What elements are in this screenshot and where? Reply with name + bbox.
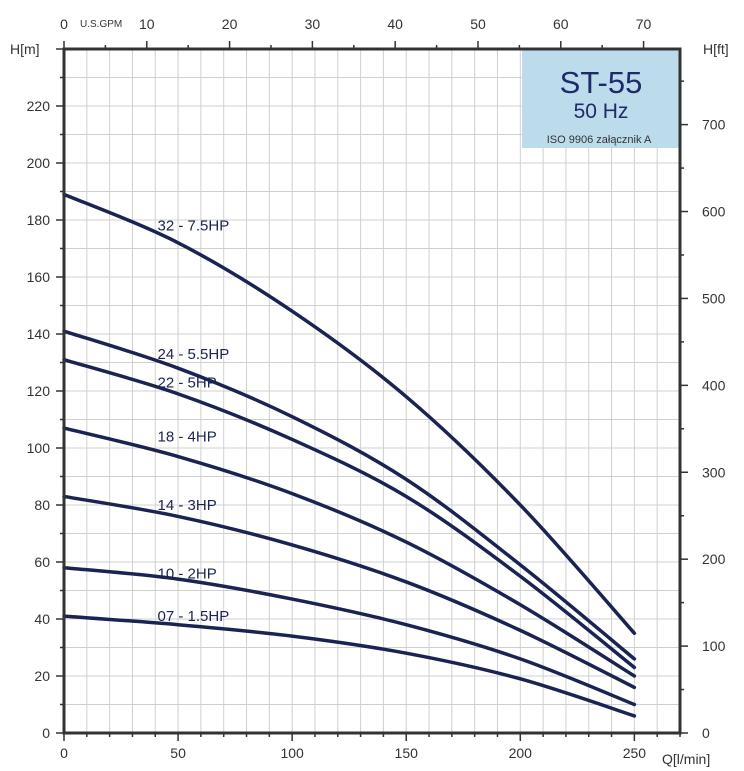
curve-32-7-5hp xyxy=(62,192,637,635)
y-left-tick-label: 0 xyxy=(42,725,50,741)
curve-18-4hp xyxy=(62,426,637,678)
curve-22-5hp xyxy=(62,357,637,670)
curve-label: 07 - 1.5HP xyxy=(158,608,230,625)
chart-title: ST-55 xyxy=(560,65,643,100)
y-left-tick-label: 200 xyxy=(27,155,51,171)
curve-label: 10 - 2HP xyxy=(158,565,217,582)
y-right-tick-label: 500 xyxy=(702,290,726,306)
x-top-tick-label: 20 xyxy=(222,16,238,32)
x-top-tick-label: 70 xyxy=(636,16,652,32)
y-left-tick-label: 120 xyxy=(27,383,51,399)
y-right-tick-label: 200 xyxy=(702,551,726,567)
y-left-tick-label: 20 xyxy=(34,668,50,684)
x-top-axis-label: U.S.GPM xyxy=(80,19,122,30)
curve-label: 24 - 5.5HP xyxy=(158,346,230,363)
y-left-tick-label: 180 xyxy=(27,212,51,228)
y-right-tick-label: 0 xyxy=(702,725,710,741)
chart-note: ISO 9906 załącznik A xyxy=(547,134,652,146)
y-left-tick-label: 160 xyxy=(27,269,51,285)
y-right-tick-label: 100 xyxy=(702,638,726,654)
curve-label: 32 - 7.5HP xyxy=(158,218,230,235)
x-top-tick-label: 30 xyxy=(305,16,321,32)
x-bottom-tick-label: 200 xyxy=(509,745,533,761)
curve-10-2hp xyxy=(62,565,637,707)
y-right-tick-label: 600 xyxy=(702,204,726,220)
chart-subtitle: 50 Hz xyxy=(574,100,629,123)
x-top-tick-label: 50 xyxy=(470,16,486,32)
y-left-tick-label: 100 xyxy=(27,440,51,456)
title-badge-background xyxy=(522,50,680,148)
curve-24-5-5hp xyxy=(62,329,637,661)
y-right-tick-label: 400 xyxy=(702,377,726,393)
curve-14-3hp xyxy=(62,494,637,690)
axes xyxy=(56,41,688,741)
y-left-tick-label: 40 xyxy=(34,611,50,627)
x-top-tick-label: 60 xyxy=(553,16,569,32)
chart-title-badge: ST-55 50 Hz ISO 9906 załącznik A xyxy=(522,50,680,148)
y-left-tick-label: 80 xyxy=(34,497,50,513)
pump-curves xyxy=(62,192,637,718)
x-top-tick-label: 10 xyxy=(139,16,155,32)
x-top-tick-label: 40 xyxy=(387,16,403,32)
curve-label: 18 - 4HP xyxy=(158,429,217,446)
y-left-tick-label: 220 xyxy=(27,98,51,114)
curve-label: 14 - 3HP xyxy=(158,497,217,514)
y-left-axis-label: H[m] xyxy=(10,41,40,57)
x-top-tick-label: 0 xyxy=(60,16,68,32)
y-left-tick-label: 140 xyxy=(27,326,51,342)
curve-labels: 32 - 7.5HP 24 - 5.5HP 22 - 5HP 18 - 4HP 14 -… xyxy=(158,218,230,625)
x-bottom-tick-label: 250 xyxy=(623,745,647,761)
y-left-tick-label: 60 xyxy=(34,554,50,570)
x-bottom-axis-label: Q[l/min] xyxy=(662,751,710,767)
x-bottom-tick-label: 0 xyxy=(60,745,68,761)
x-bottom-tick-label: 100 xyxy=(280,745,304,761)
curve-07-1-5hp xyxy=(62,614,637,718)
curve-label: 22 - 5HP xyxy=(158,374,217,391)
y-right-axis-label: H[ft] xyxy=(703,41,729,57)
y-right-tick-label: 300 xyxy=(702,464,726,480)
x-bottom-tick-label: 50 xyxy=(170,745,186,761)
y-right-tick-label: 700 xyxy=(702,117,726,133)
x-bottom-tick-label: 150 xyxy=(395,745,419,761)
